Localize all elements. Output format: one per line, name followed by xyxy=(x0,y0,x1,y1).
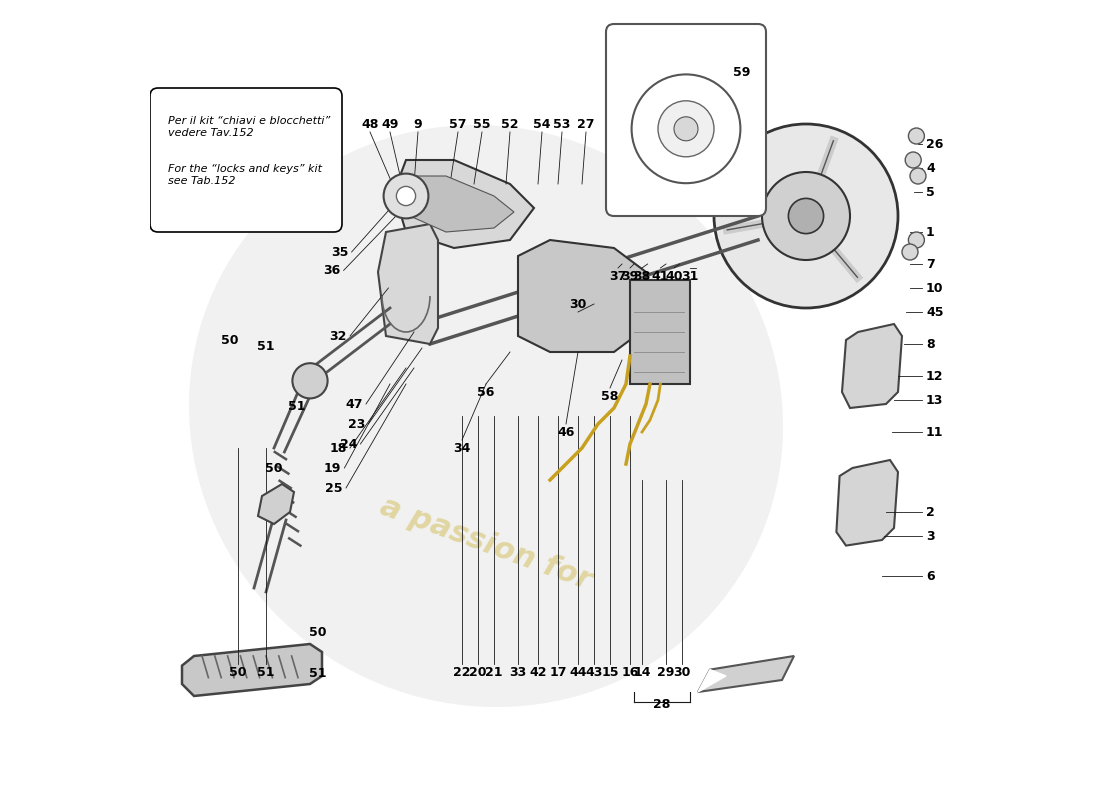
Circle shape xyxy=(396,186,416,206)
Text: 59: 59 xyxy=(734,66,750,78)
Circle shape xyxy=(910,168,926,184)
Circle shape xyxy=(905,152,921,168)
Text: 36: 36 xyxy=(323,264,340,277)
Text: 30: 30 xyxy=(570,298,586,310)
Text: 56: 56 xyxy=(477,386,495,398)
Text: 10: 10 xyxy=(926,282,944,294)
Polygon shape xyxy=(698,656,794,692)
Text: 50: 50 xyxy=(229,666,246,678)
Circle shape xyxy=(714,124,898,308)
Text: 12: 12 xyxy=(926,370,944,382)
Ellipse shape xyxy=(189,125,783,707)
Text: 24: 24 xyxy=(340,438,358,450)
Text: 4: 4 xyxy=(926,162,935,174)
Circle shape xyxy=(909,232,924,248)
Circle shape xyxy=(384,174,428,218)
Text: 49: 49 xyxy=(382,118,398,130)
Text: 31: 31 xyxy=(681,270,698,282)
Text: 44: 44 xyxy=(570,666,586,678)
Text: 23: 23 xyxy=(348,418,365,430)
Text: 46: 46 xyxy=(558,426,574,438)
Text: 32: 32 xyxy=(329,330,346,342)
Polygon shape xyxy=(836,460,898,546)
Text: 13: 13 xyxy=(926,394,944,406)
Circle shape xyxy=(762,172,850,260)
Text: 50: 50 xyxy=(309,626,327,638)
Text: 11: 11 xyxy=(926,426,944,438)
Polygon shape xyxy=(258,484,294,524)
Text: 29: 29 xyxy=(658,666,674,678)
Text: 20: 20 xyxy=(470,666,486,678)
Circle shape xyxy=(631,74,740,183)
Text: 6: 6 xyxy=(926,570,935,582)
Text: 38: 38 xyxy=(634,270,650,282)
Text: 51: 51 xyxy=(257,340,275,353)
Text: 40: 40 xyxy=(666,270,683,282)
Text: 17: 17 xyxy=(549,666,566,678)
Circle shape xyxy=(789,198,824,234)
Circle shape xyxy=(293,363,328,398)
Text: 18: 18 xyxy=(329,442,346,454)
Text: 3: 3 xyxy=(926,530,935,542)
Text: 55: 55 xyxy=(473,118,491,130)
Text: 58: 58 xyxy=(602,390,618,402)
Bar xyxy=(630,280,690,384)
Text: 45: 45 xyxy=(926,306,944,318)
Text: 28: 28 xyxy=(653,698,671,710)
Text: 9: 9 xyxy=(414,118,422,130)
Text: 51: 51 xyxy=(309,667,327,680)
Text: 47: 47 xyxy=(345,398,363,410)
Circle shape xyxy=(902,244,918,260)
Text: 16: 16 xyxy=(621,666,639,678)
Text: For the “locks and keys” kit
see Tab.152: For the “locks and keys” kit see Tab.152 xyxy=(167,164,321,186)
Text: 42: 42 xyxy=(529,666,547,678)
Text: 41: 41 xyxy=(651,270,669,282)
Text: 48: 48 xyxy=(361,118,378,130)
Text: 15: 15 xyxy=(602,666,618,678)
Polygon shape xyxy=(842,324,902,408)
Text: 33: 33 xyxy=(509,666,527,678)
Text: 39: 39 xyxy=(621,270,639,282)
Text: 5: 5 xyxy=(926,186,935,198)
Circle shape xyxy=(909,128,924,144)
FancyBboxPatch shape xyxy=(150,88,342,232)
Text: 26: 26 xyxy=(926,138,944,150)
Circle shape xyxy=(674,117,698,141)
Text: 34: 34 xyxy=(453,442,471,454)
Text: 50: 50 xyxy=(221,334,239,346)
Text: 52: 52 xyxy=(502,118,519,130)
Text: 30: 30 xyxy=(673,666,691,678)
Text: 37: 37 xyxy=(609,270,627,282)
Polygon shape xyxy=(402,176,514,232)
Text: 57: 57 xyxy=(449,118,466,130)
Polygon shape xyxy=(518,240,646,352)
Text: 25: 25 xyxy=(326,482,343,494)
Text: 51: 51 xyxy=(257,666,275,678)
Text: 50: 50 xyxy=(265,462,283,474)
Text: 7: 7 xyxy=(926,258,935,270)
Text: a passion for: a passion for xyxy=(376,492,596,596)
Text: 27: 27 xyxy=(578,118,595,130)
Text: 14: 14 xyxy=(634,666,651,678)
Polygon shape xyxy=(698,670,726,692)
Text: 51: 51 xyxy=(287,400,305,413)
Text: Per il kit “chiavi e blocchetti”
vedere Tav.152: Per il kit “chiavi e blocchetti” vedere … xyxy=(167,116,330,138)
Text: 1: 1 xyxy=(926,226,935,238)
Text: 43: 43 xyxy=(585,666,603,678)
Text: 53: 53 xyxy=(553,118,571,130)
Text: 35: 35 xyxy=(331,246,349,258)
Polygon shape xyxy=(378,224,438,344)
Polygon shape xyxy=(182,644,322,696)
Text: 19: 19 xyxy=(323,462,341,474)
Text: 21: 21 xyxy=(485,666,503,678)
Text: 8: 8 xyxy=(926,338,935,350)
FancyBboxPatch shape xyxy=(606,24,766,216)
Circle shape xyxy=(658,101,714,157)
Text: 2: 2 xyxy=(926,506,935,518)
Text: 22: 22 xyxy=(453,666,471,678)
Text: 54: 54 xyxy=(534,118,551,130)
Polygon shape xyxy=(394,160,534,248)
